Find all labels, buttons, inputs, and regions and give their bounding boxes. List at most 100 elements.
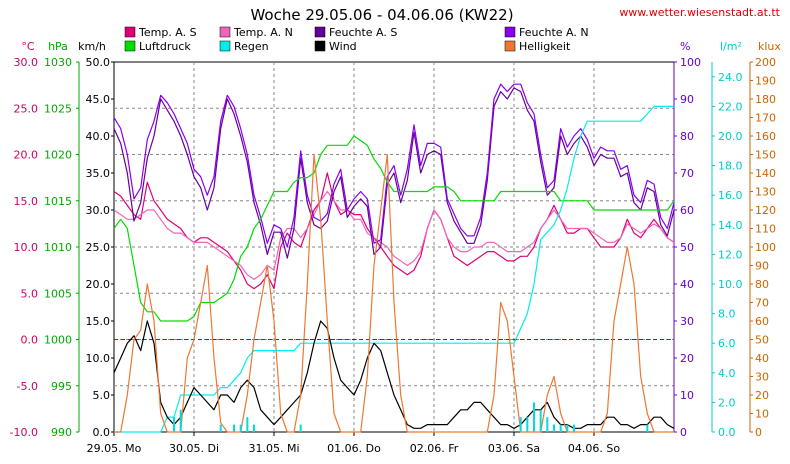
legend-label: Feuchte A. N	[519, 26, 589, 39]
rain-bar	[646, 424, 649, 432]
lux-tick-label: 200	[755, 56, 776, 69]
lux-tick-label: 70	[755, 297, 769, 310]
rain-bar	[239, 424, 242, 432]
x-tick-label: 29.05. Mo	[87, 442, 142, 455]
rain-tick-label: 2.0	[718, 396, 736, 409]
pres-tick-label: 1020	[44, 149, 72, 162]
rain-tick-label: 6.0	[718, 337, 736, 350]
hum-tick-label: 20	[680, 352, 694, 365]
temp-tick-label: 20.0	[14, 149, 39, 162]
source-url[interactable]: www.wetter.wiesenstadt.at.tt	[619, 6, 780, 19]
legend-label: Regen	[234, 40, 269, 53]
rain-bar	[253, 424, 255, 432]
legend-label: Temp. A. N	[233, 26, 293, 39]
lux-tick-label: 20	[755, 389, 769, 402]
pres-tick-label: 990	[51, 426, 72, 439]
lux-tick-label: 180	[755, 93, 776, 106]
hum-tick-label: 60	[680, 204, 694, 217]
series-luftdruck	[113, 135, 675, 322]
rain-tick-label: 22.0	[718, 100, 743, 113]
rain-tick-label: 20.0	[718, 130, 743, 143]
lux-tick-label: 30	[755, 371, 769, 384]
rain-bar	[179, 409, 182, 432]
pres-tick-label: 1025	[44, 102, 72, 115]
x-tick-label: 03.06. Sa	[488, 442, 540, 455]
series-feuchte-a-n	[113, 83, 675, 248]
chart-title: Woche 29.05.06 - 04.06.06 (KW22)	[250, 6, 513, 24]
lux-tick-label: 140	[755, 167, 776, 180]
rain-bar	[546, 417, 549, 432]
legend-label: Wind	[329, 40, 357, 53]
rain-tick-label: 12.0	[718, 248, 743, 261]
legend-label: Feuchte A. S	[329, 26, 397, 39]
pres-tick-label: 1005	[44, 287, 72, 300]
wind-tick-label: 35.0	[86, 167, 111, 180]
rain-tick-label: 10.0	[718, 278, 743, 291]
rain-bar	[246, 417, 249, 432]
hum-tick-label: 90	[680, 93, 694, 106]
rain-tick-label: 4.0	[718, 367, 736, 380]
rain-bar	[559, 424, 562, 432]
lux-tick-label: 150	[755, 149, 776, 162]
pres-tick-label: 995	[51, 380, 72, 393]
legend-swatch	[314, 40, 326, 52]
hum-tick-label: 40	[680, 278, 694, 291]
hum-tick-label: 100	[680, 56, 701, 69]
hum-tick-label: 10	[680, 389, 694, 402]
rain-bar	[533, 402, 535, 432]
x-tick-label: 01.06. Do	[327, 442, 381, 455]
pres-tick-label: 1030	[44, 56, 72, 69]
rain-bar	[233, 424, 235, 432]
lux-tick-label: 100	[755, 241, 776, 254]
temp-tick-label: -10.0	[10, 426, 38, 439]
rain-bar	[573, 424, 575, 432]
lux-tick-label: 0	[755, 426, 762, 439]
pres-unit-label: hPa	[48, 40, 68, 53]
legend-label: Helligkeit	[519, 40, 571, 53]
lux-tick-label: 120	[755, 204, 776, 217]
legend-swatch	[124, 40, 136, 52]
hum-tick-label: 50	[680, 241, 694, 254]
rain-bar	[173, 417, 175, 432]
pres-tick-label: 1010	[44, 241, 72, 254]
hum-tick-label: 80	[680, 130, 694, 143]
wind-unit-label: km/h	[78, 40, 106, 53]
rain-tick-label: 18.0	[718, 160, 743, 173]
rain-bar	[299, 424, 302, 432]
lux-tick-label: 10	[755, 408, 769, 421]
lux-tick-label: 60	[755, 315, 769, 328]
wind-tick-label: 40.0	[86, 130, 111, 143]
rain-tick-label: 24.0	[718, 71, 743, 84]
temp-tick-label: 25.0	[14, 102, 39, 115]
legend-swatch	[504, 40, 516, 52]
lux-tick-label: 90	[755, 260, 769, 273]
lux-tick-label: 190	[755, 75, 776, 88]
hum-tick-label: 30	[680, 315, 694, 328]
wind-tick-label: 0.0	[93, 426, 111, 439]
legend-swatch	[504, 26, 516, 38]
rain-tick-label: 8.0	[718, 308, 736, 321]
wind-tick-label: 15.0	[86, 315, 111, 328]
wind-tick-label: 20.0	[86, 278, 111, 291]
rain-tick-label: 0.0	[718, 426, 736, 439]
wind-tick-label: 45.0	[86, 93, 111, 106]
temp-unit-label: °C	[21, 40, 35, 53]
series-regen	[114, 105, 674, 433]
lux-tick-label: 50	[755, 334, 769, 347]
legend-swatch	[219, 40, 231, 52]
wind-tick-label: 10.0	[86, 352, 111, 365]
grid	[113, 61, 675, 433]
temp-tick-label: 0.0	[21, 334, 39, 347]
rain-bar	[553, 424, 555, 432]
wind-tick-label: 50.0	[86, 56, 111, 69]
wind-tick-label: 5.0	[93, 389, 111, 402]
x-tick-label: 30.05. Di	[169, 442, 219, 455]
x-tick-label: 02.06. Fr	[410, 442, 459, 455]
temp-tick-label: 15.0	[14, 195, 39, 208]
temp-tick-label: 10.0	[14, 241, 39, 254]
rain-tick-label: 14.0	[718, 219, 743, 232]
lux-tick-label: 110	[755, 223, 776, 236]
axes: °C -10.0 -5.0 0.0 5.0 10.0 15.0 20.0 25.0 30.0 hPa…	[10, 40, 782, 455]
